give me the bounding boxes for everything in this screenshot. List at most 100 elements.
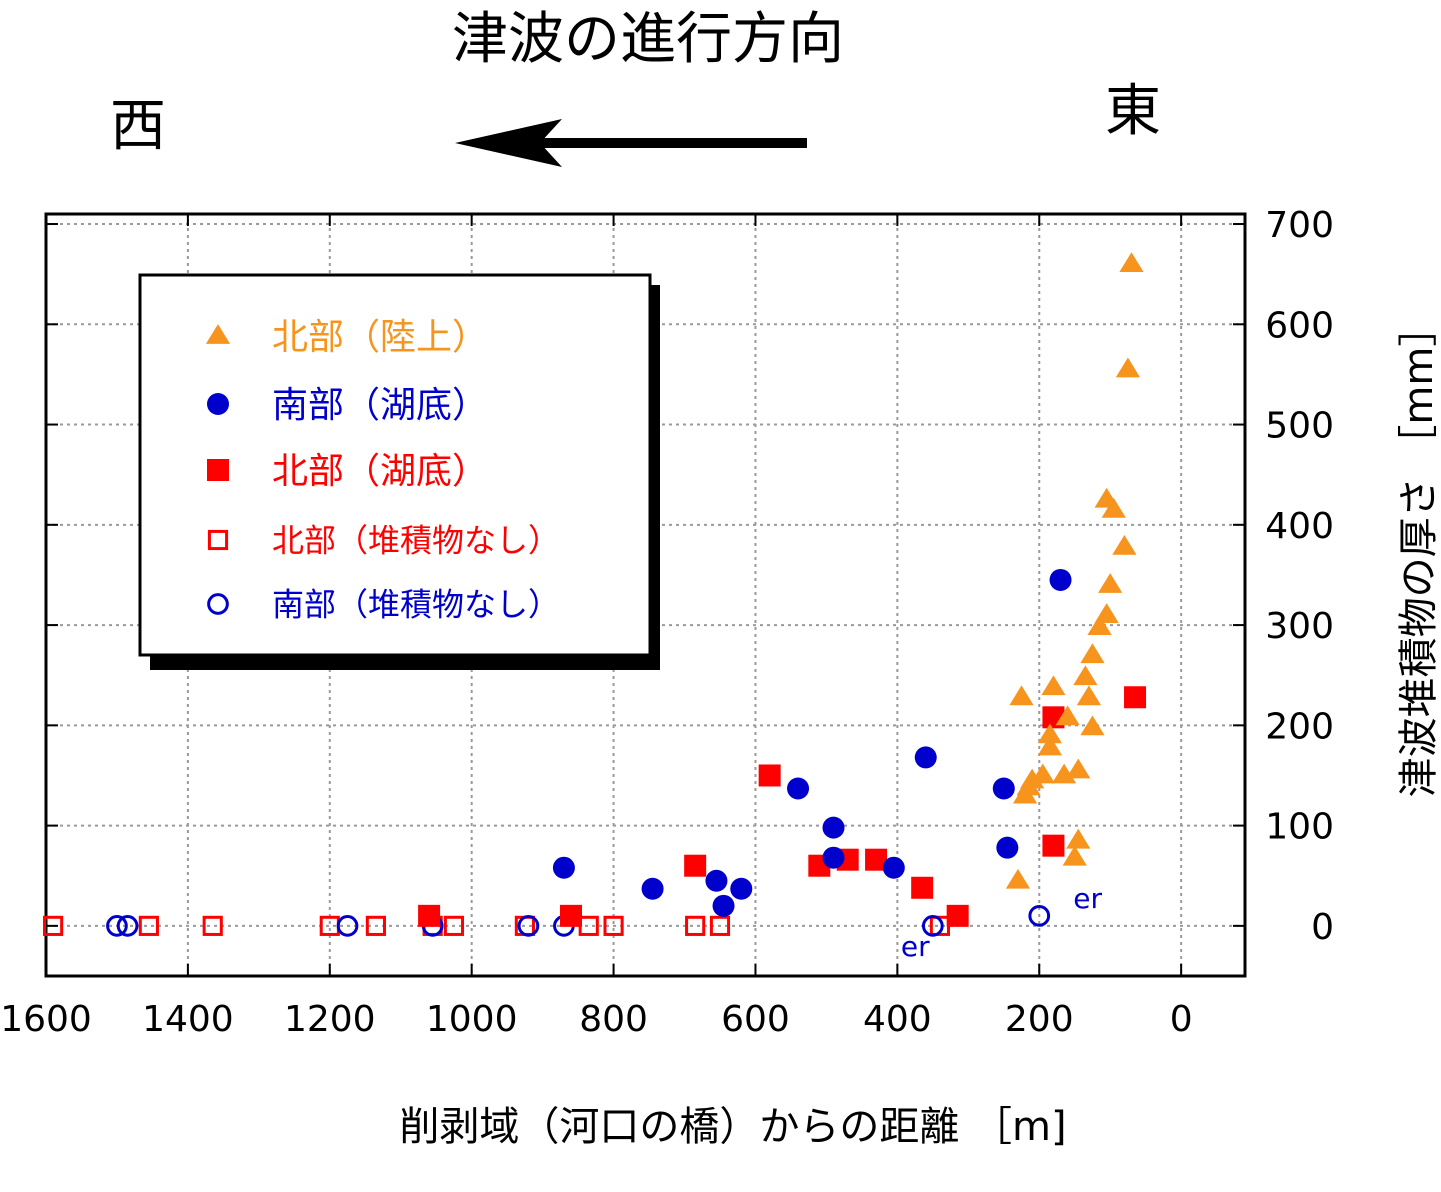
- annotation-label: er: [901, 930, 930, 963]
- data-point: [1005, 868, 1031, 889]
- legend-items: 北部（陸上） 南部（湖底） 北部（湖底） 北部（堆積物なし） 南部（堆積物なし）: [205, 317, 560, 624]
- legend-marker: [207, 529, 229, 551]
- data-point: [1049, 568, 1072, 591]
- data-point: [365, 915, 386, 936]
- legend-label: 北部（湖底）: [272, 451, 488, 492]
- data-point: [1073, 665, 1098, 686]
- data-point: [1012, 783, 1038, 804]
- plot-frame: [44, 212, 1247, 978]
- y-tick-label: 700: [1265, 205, 1334, 246]
- y-tick-labels: 0 100 200 300 400 500 600 700: [1265, 205, 1334, 948]
- annotations: er er: [901, 882, 1103, 963]
- x-tick-label: 400: [863, 999, 932, 1040]
- y-tick-label: 300: [1265, 606, 1334, 647]
- data-point: [1080, 643, 1105, 664]
- data-point: [787, 777, 810, 800]
- x-tick-label: 0: [1170, 999, 1193, 1040]
- legend-marker: [205, 324, 231, 344]
- data-point: [1042, 834, 1065, 857]
- legend-label: 北部（堆積物なし）: [272, 522, 560, 560]
- data-point: [705, 869, 728, 892]
- legend: 北部（陸上） 南部（湖底） 北部（湖底） 北部（堆積物なし） 南部（堆積物なし）: [138, 273, 660, 670]
- data-point: [336, 915, 359, 937]
- data-point: [921, 915, 944, 937]
- data-point: [1028, 904, 1051, 927]
- data-point: [106, 915, 128, 937]
- annotation-label: er: [1073, 882, 1102, 915]
- legend-marker: [207, 459, 229, 481]
- data-point: [1062, 845, 1087, 866]
- data-point: [1009, 685, 1034, 706]
- data-point: [712, 894, 735, 917]
- data-point: [418, 904, 441, 927]
- data-point: [996, 836, 1019, 859]
- direction-title: 津波の進行方向: [452, 7, 844, 72]
- data-point: [1080, 715, 1105, 736]
- data-point: [1119, 252, 1144, 273]
- x-tick-label: 200: [1005, 999, 1074, 1040]
- data-point: [1087, 615, 1112, 636]
- data-point: [1051, 763, 1077, 784]
- y-axis-label: 津波堆積物の厚さ ［mm］: [1396, 307, 1441, 798]
- data-point: [116, 915, 139, 937]
- legend-label: 南部（湖底）: [272, 385, 488, 426]
- west-label: 西: [110, 94, 166, 159]
- data-point: [1098, 573, 1123, 593]
- x-tick-label: 800: [579, 999, 648, 1040]
- data-point: [1112, 534, 1137, 555]
- y-tick-label: 0: [1311, 907, 1334, 948]
- data-point: [911, 876, 934, 899]
- data-point: [1041, 675, 1066, 696]
- data-point: [865, 848, 888, 871]
- data-point: [1115, 357, 1141, 378]
- legend-label: 北部（陸上）: [272, 317, 488, 358]
- data-point: [1066, 828, 1091, 849]
- data-point: [443, 915, 465, 936]
- data-point: [709, 915, 731, 936]
- data-point: [517, 915, 540, 937]
- x-tick-label: 1200: [284, 999, 376, 1040]
- y-tick-label: 400: [1265, 506, 1334, 547]
- data-point: [202, 915, 223, 936]
- y-tick-label: 500: [1265, 406, 1334, 447]
- data-points: [43, 252, 1147, 937]
- y-tick-label: 600: [1265, 305, 1334, 346]
- data-point: [822, 816, 845, 839]
- legend-marker: [207, 393, 229, 415]
- data-point: [685, 915, 706, 936]
- data-point: [43, 915, 64, 936]
- x-tick-labels: 1600 1400 1200 1000 800 600 400 200 0: [0, 999, 1192, 1040]
- data-point: [1066, 758, 1091, 779]
- y-tick-label: 200: [1265, 706, 1334, 747]
- data-point: [882, 856, 905, 879]
- legend-marker: [207, 593, 229, 615]
- data-point: [758, 764, 781, 787]
- y-tick-label: 100: [1265, 807, 1334, 848]
- data-point: [1124, 686, 1147, 709]
- data-point: [1037, 735, 1062, 756]
- x-axis-label: 削剥域（河口の橋）からの距離 ［m]: [399, 1104, 1066, 1150]
- data-point: [552, 856, 575, 879]
- direction-arrow: [455, 119, 807, 167]
- x-tick-label: 1000: [426, 999, 518, 1040]
- data-point: [946, 904, 969, 927]
- x-tick-label: 1600: [0, 999, 92, 1040]
- data-point: [914, 746, 937, 769]
- data-point: [641, 877, 664, 900]
- x-tick-label: 600: [721, 999, 790, 1040]
- data-point: [138, 915, 159, 936]
- data-point: [1101, 497, 1126, 518]
- data-point: [1037, 723, 1062, 744]
- x-tick-label: 1400: [142, 999, 234, 1040]
- axis-ticks: [45, 214, 1245, 976]
- data-point: [684, 854, 707, 877]
- data-point: [1076, 685, 1102, 706]
- east-label: 東: [1105, 79, 1161, 144]
- data-point: [1055, 705, 1080, 726]
- legend-label: 南部（堆積物なし）: [272, 586, 560, 624]
- data-point: [822, 846, 845, 869]
- data-point: [603, 915, 624, 936]
- data-point: [992, 777, 1015, 800]
- data-point: [560, 904, 583, 927]
